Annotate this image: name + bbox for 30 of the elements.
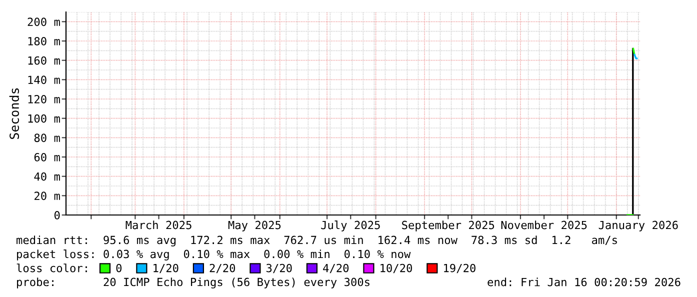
legend-label: 4/20 bbox=[323, 264, 349, 274]
legend-label: 0 bbox=[116, 264, 122, 272]
y-tick-label: 120 m bbox=[28, 95, 60, 104]
x-tick-label: November 2025 bbox=[501, 220, 587, 230]
legend-label: 10/20 bbox=[380, 264, 412, 274]
y-tick-label: 20 m bbox=[34, 192, 60, 200]
legend-label: 1/20 bbox=[154, 264, 178, 274]
y-tick-label: 160 m bbox=[28, 56, 60, 65]
text: probe: 20 ICMP Echo Pings (56 Bytes) every 300s bbox=[17, 278, 370, 288]
y-tick-label: 60 m bbox=[34, 153, 60, 162]
legend-label: 3/20 bbox=[266, 264, 292, 274]
x-tick-label: September 2025 bbox=[402, 220, 494, 232]
legend-title: loss color: bbox=[16, 264, 87, 272]
y-tick-label: 80 m bbox=[34, 134, 60, 142]
x-tick-label: May 2025 bbox=[228, 220, 281, 232]
y-tick-label: 0 bbox=[54, 211, 60, 220]
x-tick-label: July 2025 bbox=[321, 220, 380, 232]
y-tick-label: 100 m bbox=[28, 114, 60, 123]
x-tick-label: March 2025 bbox=[126, 220, 192, 230]
text: end: Fri Jan 16 00:20:59 2026 bbox=[488, 278, 680, 286]
y-tick-label: 200 m bbox=[28, 18, 60, 26]
y-tick-label: 40 m bbox=[34, 172, 60, 181]
text: median rtt: 95.6 ms avg 172.2 ms max 762.7 us min 162.4 ms now 78.3 ms sd 1.2 am/s bbox=[16, 236, 617, 246]
x-tick-label: January 2026 bbox=[598, 220, 678, 232]
y-tick-label: 180 m bbox=[28, 37, 60, 46]
y-tick-label: 140 m bbox=[28, 76, 60, 84]
y-axis-title: Seconds bbox=[9, 88, 20, 139]
legend-label: 2/20 bbox=[210, 264, 236, 274]
text: packet loss: 0.03 % avg 0.10 % max 0.00 % min 0.10 % now bbox=[17, 250, 411, 260]
legend-label: 19/20 bbox=[444, 264, 476, 274]
